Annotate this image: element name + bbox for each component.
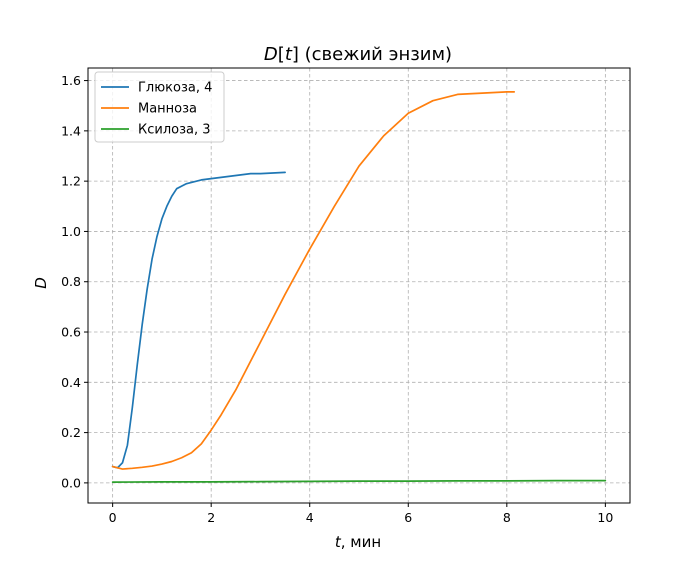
x-tick-label: 10 — [597, 510, 613, 525]
x-tick-label: 6 — [404, 510, 412, 525]
series-line-1 — [111, 171, 286, 469]
y-tick-label: 1.0 — [61, 224, 81, 239]
y-axis-label: D — [32, 277, 50, 289]
legend-label-2: Манноза — [138, 102, 197, 117]
series-layer — [111, 91, 607, 483]
legend-label-3: Ксилоза, 3 — [138, 123, 211, 138]
y-tick-label: 0.0 — [61, 475, 81, 490]
series-line-2 — [111, 91, 516, 470]
series-line-3 — [111, 479, 607, 483]
y-tick-label: 1.4 — [61, 123, 81, 138]
legend: Глюкоза, 4 Манноза Ксилоза, 3 — [94, 71, 225, 143]
x-tick-label: 8 — [503, 510, 511, 525]
tick-layer: 0 2 4 6 8 10 0.0 0.2 0.4 0.6 0.8 1.0 1.2 1.4 1.6 — [61, 73, 613, 525]
grid-layer — [88, 68, 630, 503]
y-tick-label: 1.2 — [61, 174, 81, 189]
x-axis-label: t, мин — [335, 533, 381, 551]
y-tick-label: 1.6 — [61, 73, 81, 88]
legend-box — [94, 71, 225, 143]
x-tick-label: 0 — [109, 510, 117, 525]
plot-frame — [87, 67, 631, 504]
x-tick-label: 2 — [207, 510, 215, 525]
y-tick-label: 0.4 — [61, 375, 81, 390]
legend-label-1: Глюкоза, 4 — [138, 81, 212, 96]
x-tick-label: 4 — [306, 510, 314, 525]
y-tick-label: 0.6 — [61, 325, 81, 340]
y-tick-label: 0.8 — [61, 274, 81, 289]
chart-title: D[t] (свежий энзим) — [264, 44, 452, 65]
y-tick-label: 0.2 — [61, 425, 81, 440]
